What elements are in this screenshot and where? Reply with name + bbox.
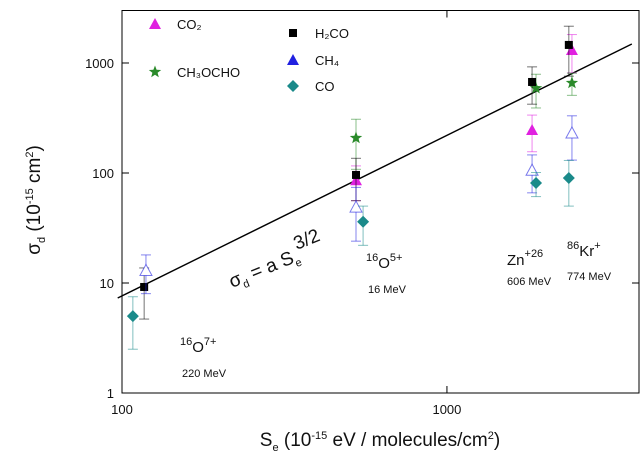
legend-marker xyxy=(148,65,162,78)
annotation-part: 86 xyxy=(567,240,579,252)
y-label-part: 2 xyxy=(24,152,36,158)
y-label-part: (10 xyxy=(24,204,45,237)
fit-label-part: = a S xyxy=(243,248,297,286)
marker xyxy=(528,77,537,86)
legend-marker xyxy=(287,54,299,65)
series xyxy=(350,34,578,202)
y-tick-label: 1000 xyxy=(85,56,114,71)
x-tick-label: 1000 xyxy=(432,402,461,417)
annotation-energy: 220 MeV xyxy=(182,368,227,380)
annotation-part: 16 xyxy=(180,336,192,348)
x-label-part: -15 xyxy=(311,430,327,442)
series xyxy=(126,159,575,350)
plot-frame xyxy=(121,10,640,394)
error-bar xyxy=(563,25,574,77)
marker xyxy=(126,310,139,323)
legend-marker xyxy=(287,80,299,92)
legend-marker xyxy=(149,18,161,29)
y-tick-label: 1 xyxy=(107,386,114,401)
series xyxy=(139,115,579,295)
annotation-energy: 774 MeV xyxy=(567,271,612,283)
x-label-part: (10 xyxy=(279,430,312,451)
annotation-energy: 606 MeV xyxy=(507,276,552,288)
legend-label: CH₄ xyxy=(315,53,339,68)
annotation: 16O5+ xyxy=(366,252,402,272)
marker xyxy=(349,131,363,144)
marker xyxy=(564,40,573,49)
x-label-part: e xyxy=(272,442,278,454)
error-bar xyxy=(127,296,138,350)
y-label-part: cm xyxy=(24,158,45,189)
annotation-part: + xyxy=(594,240,600,252)
marker xyxy=(140,282,149,291)
x-label-part: S xyxy=(260,430,273,451)
series xyxy=(139,25,574,320)
legend-label: H₂CO xyxy=(315,26,349,41)
annotation-part: +26 xyxy=(525,248,544,260)
y-label-part: d xyxy=(36,237,48,243)
annotation-part: 7+ xyxy=(204,336,217,348)
y-label-part: ) xyxy=(24,145,45,151)
marker xyxy=(529,81,543,94)
annotation-part: O xyxy=(378,255,390,272)
error-bar xyxy=(351,186,362,242)
annotation-part: Kr xyxy=(579,243,594,260)
marker xyxy=(565,76,579,89)
legend-label: CO xyxy=(315,79,335,94)
annotation-energy: 16 MeV xyxy=(368,284,407,296)
annotation: Zn+26 xyxy=(507,248,543,269)
annotation-part: Zn xyxy=(507,252,525,269)
y-label-part: -15 xyxy=(24,188,36,204)
marker xyxy=(565,125,579,139)
annotation-part: 16 xyxy=(366,252,378,264)
fit-label: σd = a Se3/2 xyxy=(222,225,328,295)
fit-label-part: 3/2 xyxy=(291,225,323,254)
fit-label-part: d xyxy=(241,278,251,291)
legend-label: CO₂ xyxy=(177,17,202,32)
legend-label: CH₃OCHO xyxy=(177,65,240,80)
annotation: 86Kr+ xyxy=(567,240,601,260)
y-tick-label: 10 xyxy=(100,276,114,291)
x-label-part: 2 xyxy=(488,430,494,442)
y-axis-label: σd (10-15 cm2) xyxy=(24,145,48,255)
marker xyxy=(530,177,543,190)
marker xyxy=(562,172,575,185)
marker xyxy=(352,170,361,179)
marker xyxy=(526,123,539,135)
marker xyxy=(357,215,370,228)
fit-line xyxy=(117,43,633,299)
marker xyxy=(139,263,153,276)
fit-label-part: e xyxy=(294,257,304,270)
annotation: 16O7+ xyxy=(180,336,216,356)
x-axis-label: Se (10-15 eV / molecules/cm2) xyxy=(260,430,500,454)
x-label-part: ) xyxy=(494,430,500,451)
y-tick-label: 100 xyxy=(92,166,114,181)
legend-marker xyxy=(289,29,297,37)
annotation-part: O xyxy=(192,339,204,356)
x-label-part: eV / molecules/cm xyxy=(327,430,488,451)
y-label-part: σ xyxy=(24,243,45,255)
x-tick-label: 100 xyxy=(111,402,133,417)
annotation-part: 5+ xyxy=(390,252,403,264)
